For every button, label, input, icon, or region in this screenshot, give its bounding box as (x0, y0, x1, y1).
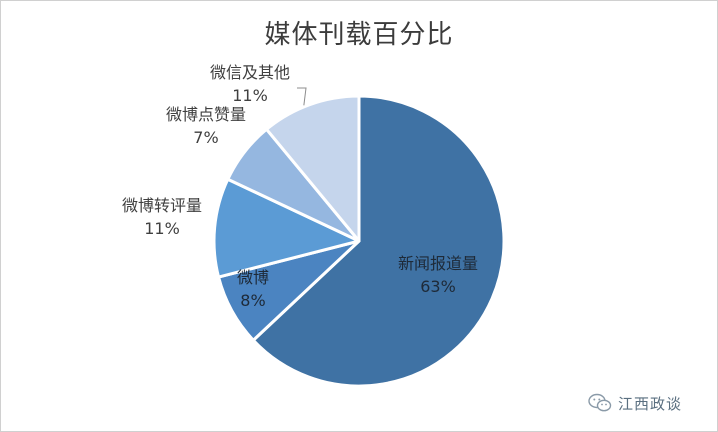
slice-pct-1: 8% (240, 291, 265, 310)
watermark: 江西政谈 (588, 390, 682, 416)
pie-slice-4 (265, 94, 361, 243)
slice-pct-4: 11% (232, 86, 268, 105)
slice-pct-3: 7% (193, 128, 218, 147)
slice-pct-0: 63% (420, 277, 456, 296)
slice-pct-2: 11% (144, 219, 180, 238)
slice-label-2: 微博转评量 (122, 196, 202, 215)
wechat-icon (588, 393, 612, 412)
watermark-text: 江西政谈 (618, 394, 683, 413)
chart-title: 媒体刊载百分比 (264, 20, 454, 50)
slice-label-4: 微信及其他 (210, 63, 290, 82)
leader-line (297, 87, 307, 106)
slice-label-1: 微博 (237, 268, 269, 287)
slice-label-0: 新闻报道量 (398, 254, 478, 273)
pie-slice-2 (212, 177, 361, 279)
slice-label-3: 微博点赞量 (166, 105, 246, 124)
pie-slices (212, 94, 506, 388)
pie-slice-0 (251, 94, 506, 388)
